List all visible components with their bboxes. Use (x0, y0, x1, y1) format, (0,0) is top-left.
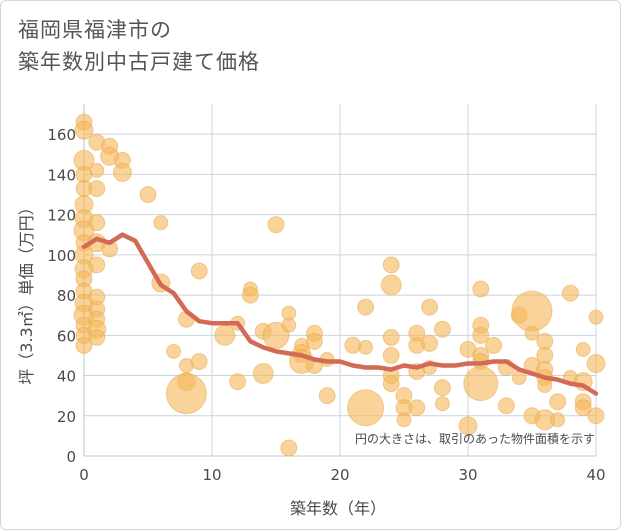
bubble-point (485, 336, 503, 354)
bubble-point (153, 215, 169, 231)
y-tick-label: 160 (47, 126, 76, 144)
bubble-point (347, 389, 385, 427)
bubble-point (382, 375, 400, 393)
bubble-point (229, 373, 247, 391)
bubble-point (524, 325, 540, 341)
bubble-point (458, 416, 478, 436)
bubble-point (382, 328, 400, 346)
bubble-point (537, 378, 553, 394)
bubble-point (550, 412, 566, 428)
bubble-point (511, 290, 553, 332)
x-tick-label: 30 (458, 466, 477, 484)
y-tick-label: 40 (57, 368, 76, 386)
bubble-point (280, 439, 298, 457)
x-tick-label: 10 (202, 466, 221, 484)
y-tick-label: 0 (66, 448, 76, 466)
bubble-point (575, 341, 591, 357)
y-tick-label: 120 (47, 207, 76, 225)
bubble-point (88, 214, 106, 232)
y-tick-label: 20 (57, 408, 76, 426)
y-tick-label: 140 (47, 166, 76, 184)
x-tick-label: 0 (79, 466, 89, 484)
bubble-point (358, 339, 374, 355)
bubble-point (75, 336, 93, 354)
bubble-point (472, 326, 490, 344)
bubble-point (574, 399, 592, 417)
bubble-point (396, 412, 412, 428)
bubble-point (190, 262, 208, 280)
x-axis-label: 築年数（年） (290, 499, 386, 518)
bubble-point (421, 334, 439, 352)
bubble-point (472, 280, 490, 298)
bubble-point (561, 284, 579, 302)
x-tick-labels: 0 10 20 30 40 (79, 466, 605, 484)
bubble-point (433, 320, 451, 338)
bubble-point (382, 256, 400, 274)
bubble-point (281, 317, 297, 333)
bubble-point (433, 379, 451, 397)
bubble-point (382, 346, 400, 364)
y-axis-label: 坪（3.3㎡）単価（万円） (17, 199, 36, 384)
bubble-point (252, 363, 274, 385)
bubble-point (88, 179, 106, 197)
bubble-point (587, 407, 605, 425)
bubble-point (88, 328, 106, 346)
bubble-point (89, 162, 105, 178)
bubble-point (434, 396, 450, 412)
bubble-point (357, 298, 375, 316)
bubble-point (112, 162, 132, 182)
bubble-point (241, 286, 259, 304)
y-tick-label: 100 (47, 247, 76, 265)
x-tick-label: 20 (330, 466, 349, 484)
bubble-point (166, 343, 182, 359)
bubble-point (190, 352, 208, 370)
bubble-point (549, 393, 567, 411)
y-tick-labels: 0 20 40 60 80 100 120 140 160 (47, 126, 76, 466)
bubble-point (497, 397, 515, 415)
bubble-point (380, 274, 402, 296)
chart-title: 福岡県福津市の 築年数別中古戸建て価格 (18, 14, 260, 78)
bubble-point (139, 186, 157, 204)
average-price-line (81, 232, 599, 396)
bubble-point (318, 387, 336, 405)
bubble-point (74, 120, 94, 140)
bubble-point (165, 373, 207, 415)
bubble-point (408, 399, 426, 417)
bubble-point (214, 324, 236, 346)
bubble-point (421, 298, 439, 316)
bubble-point (463, 366, 499, 402)
bubble-point (305, 332, 323, 350)
bubble-size-note: 円の大きさは、取引のあった物件面積を示す (355, 431, 595, 446)
title-line-2: 築年数別中古戸建て価格 (18, 50, 260, 74)
title-line-1: 福岡県福津市の (18, 18, 172, 42)
x-tick-label: 40 (586, 466, 605, 484)
y-tick-label: 60 (57, 327, 76, 345)
bubble-point (88, 256, 106, 274)
bubble-point (588, 309, 604, 325)
bubble-point (586, 353, 606, 373)
bubble-point (267, 216, 285, 234)
y-tick-label: 80 (57, 287, 76, 305)
